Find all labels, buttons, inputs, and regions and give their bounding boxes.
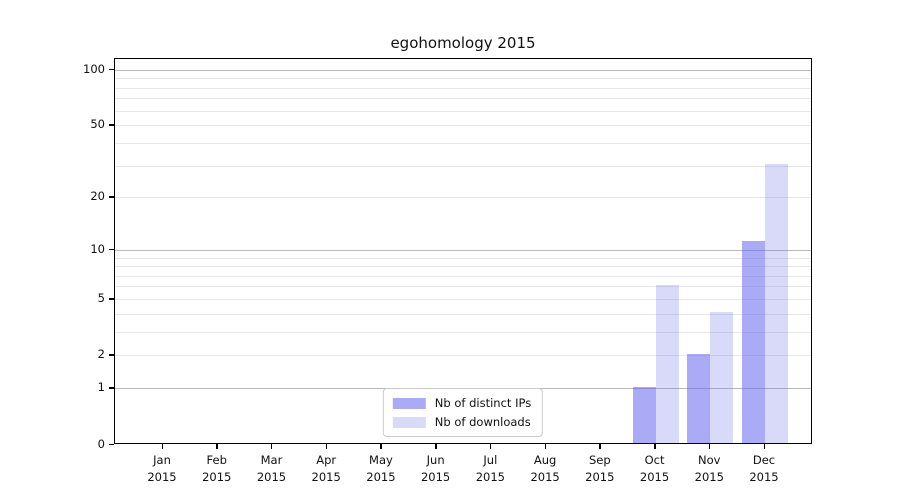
x-tick-year: 2015 — [585, 469, 615, 484]
minor-gridline — [115, 299, 811, 300]
major-gridline — [115, 249, 811, 251]
x-tick-mark — [763, 444, 765, 449]
minor-gridline — [115, 110, 811, 112]
minor-gridline — [115, 197, 811, 199]
x-tick-year: 2015 — [694, 469, 724, 484]
y-tick-label: 5 — [97, 291, 105, 305]
x-tick-month: Jun — [426, 453, 445, 467]
bar-downloads — [710, 312, 734, 443]
y-tick-mark — [109, 387, 114, 389]
plot-area: Nb of distinct IPs Nb of downloads — [114, 58, 812, 444]
x-tick-month: Feb — [206, 453, 227, 467]
minor-gridline — [115, 275, 811, 277]
x-tick-month: Aug — [533, 453, 557, 467]
minor-gridline — [115, 331, 811, 333]
y-tick-label: 20 — [90, 189, 105, 204]
minor-gridline — [115, 257, 811, 259]
x-tick-label: Oct 2015 — [625, 452, 685, 485]
bar-downloads — [655, 285, 679, 443]
legend-label: Nb of downloads — [434, 415, 531, 429]
x-tick-label: Dec 2015 — [734, 452, 794, 485]
x-tick-mark — [544, 444, 547, 449]
minor-gridline — [115, 355, 811, 357]
major-gridline — [115, 69, 811, 71]
minor-gridline — [115, 98, 811, 100]
legend-row: Nb of downloads — [392, 415, 531, 429]
legend-swatch-distinct-ips — [392, 397, 426, 409]
bar-distinct-ips — [687, 353, 711, 443]
x-tick-year: 2015 — [530, 469, 560, 484]
x-tick-month: Nov — [698, 453, 721, 467]
x-tick-label: Jun 2015 — [406, 452, 466, 485]
x-tick-month: Jul — [483, 453, 498, 467]
x-tick-label: Nov 2015 — [679, 452, 739, 485]
legend-label: Nb of distinct IPs — [434, 396, 532, 410]
minor-gridline — [115, 125, 811, 127]
x-tick-month: Jan — [153, 453, 171, 467]
minor-gridline — [115, 286, 811, 288]
x-tick-label: May 2015 — [351, 452, 411, 485]
minor-gridline — [115, 142, 811, 144]
y-tick-mark — [109, 248, 114, 251]
y-tick-mark — [109, 68, 114, 71]
y-tick-label: 100 — [83, 61, 105, 76]
x-tick-label: Sep 2015 — [570, 452, 630, 485]
x-tick-mark — [270, 444, 273, 449]
x-tick-month: Mar — [260, 453, 283, 467]
x-tick-label: Aug 2015 — [515, 452, 575, 485]
bars-layer — [115, 59, 811, 443]
x-tick-month: May — [369, 453, 393, 467]
y-tick-mark — [109, 298, 114, 300]
x-tick-month: Apr — [316, 453, 337, 467]
x-tick-mark — [216, 444, 218, 449]
minor-gridline — [115, 78, 811, 80]
x-tick-mark — [599, 444, 601, 449]
x-tick-label: Jul 2015 — [460, 452, 520, 485]
x-tick-mark — [708, 444, 711, 449]
y-tick-mark — [109, 443, 114, 445]
x-tick-mark — [489, 444, 492, 449]
minor-gridline — [115, 266, 811, 268]
y-tick-label: 0 — [97, 436, 105, 451]
x-tick-mark — [435, 444, 437, 449]
x-tick-month: Oct — [644, 453, 665, 467]
x-tick-year: 2015 — [366, 469, 396, 484]
x-tick-mark — [380, 444, 382, 449]
bar-distinct-ips — [742, 241, 765, 443]
minor-gridline — [115, 87, 811, 89]
x-tick-year: 2015 — [311, 469, 341, 484]
bar-downloads — [765, 164, 788, 443]
y-tick-mark — [109, 196, 114, 198]
x-tick-year: 2015 — [639, 469, 670, 484]
minor-gridline — [115, 165, 811, 167]
x-tick-year: 2015 — [420, 469, 451, 484]
y-tick-label: 50 — [90, 117, 105, 132]
x-tick-label: Feb 2015 — [187, 452, 247, 485]
legend: Nb of distinct IPs Nb of downloads — [382, 388, 544, 437]
x-tick-year: 2015 — [256, 469, 287, 484]
x-tick-mark — [654, 444, 656, 449]
x-tick-year: 2015 — [202, 469, 232, 484]
x-tick-label: Jan 2015 — [132, 452, 192, 485]
x-tick-mark — [325, 444, 328, 449]
y-tick-label: 1 — [97, 380, 105, 395]
legend-swatch-downloads — [392, 416, 426, 428]
y-tick-label: 10 — [90, 241, 105, 256]
x-tick-label: Mar 2015 — [241, 452, 301, 485]
x-tick-mark — [161, 444, 163, 449]
x-tick-year: 2015 — [147, 469, 177, 484]
x-tick-month: Sep — [588, 453, 611, 467]
x-tick-label: Apr 2015 — [296, 452, 356, 485]
x-tick-month: Dec — [752, 453, 776, 467]
x-tick-year: 2015 — [749, 469, 779, 484]
bar-distinct-ips — [632, 386, 656, 443]
chart-title: egohomology 2015 — [390, 34, 536, 52]
y-tick-mark — [109, 124, 114, 126]
x-tick-year: 2015 — [475, 469, 505, 484]
minor-gridline — [115, 313, 811, 315]
y-tick-label: 2 — [97, 347, 105, 362]
y-tick-mark — [109, 354, 114, 356]
legend-row: Nb of distinct IPs — [392, 396, 532, 410]
